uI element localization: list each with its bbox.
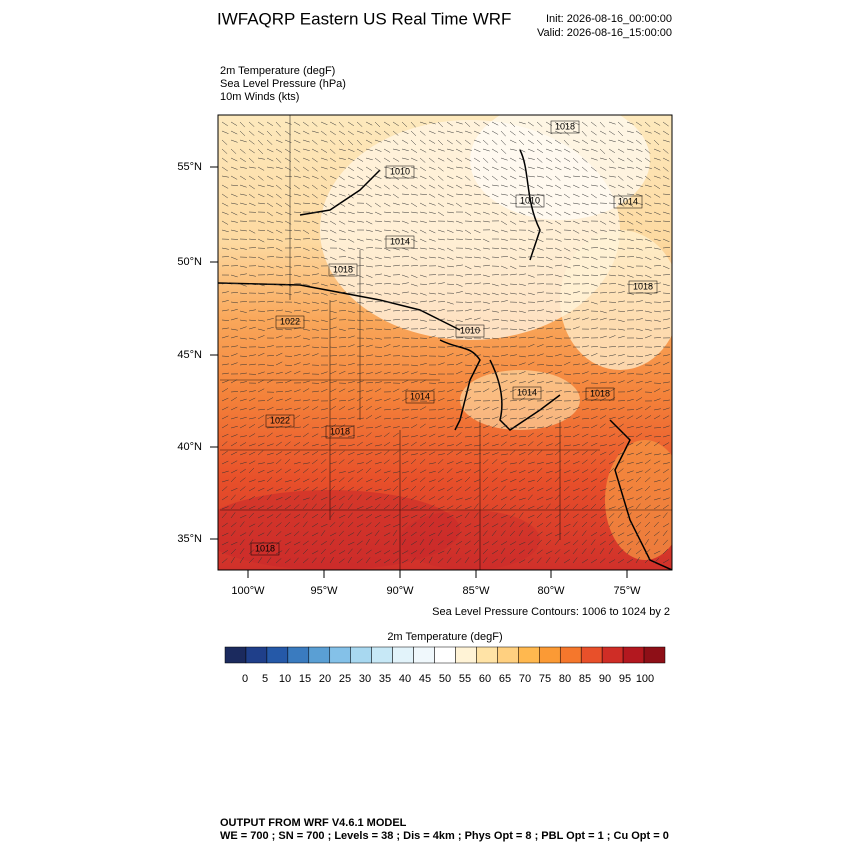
colorbar-swatch	[497, 647, 518, 663]
colorbar-tick-label: 20	[319, 673, 331, 685]
colorbar-tick-label: 90	[599, 673, 611, 685]
field-label: Sea Level Pressure (hPa)	[220, 78, 346, 90]
colorbar-swatch	[372, 647, 393, 663]
contour-label: 1010	[390, 166, 410, 176]
title: IWFAQRP Eastern US Real Time WRF	[217, 9, 511, 28]
colorbar-tick-label: 55	[459, 673, 471, 685]
colorbar-swatch	[414, 647, 435, 663]
lon-label: 100°W	[231, 585, 265, 597]
lon-label: 80°W	[537, 585, 565, 597]
map-field: 1010 1018 1010 1014 1014 1018 1018 1022 1010 1014…	[200, 100, 685, 570]
colorbar-swatch	[330, 647, 351, 663]
colorbar-tick-label: 80	[559, 673, 571, 685]
colorbar-swatch	[435, 647, 456, 663]
lat-label: 45°N	[177, 349, 202, 361]
colorbar-tick-label: 75	[539, 673, 551, 685]
colorbar-swatch	[644, 647, 665, 663]
colorbar-tick-label: 70	[519, 673, 531, 685]
colorbar-swatch	[288, 647, 309, 663]
colorbar-swatch	[351, 647, 372, 663]
contour-label: 1022	[270, 415, 290, 425]
contour-label: 1022	[280, 316, 300, 326]
footer-line: OUTPUT FROM WRF V4.6.1 MODEL	[220, 817, 407, 829]
colorbar-swatch	[225, 647, 246, 663]
lon-label: 85°W	[462, 585, 490, 597]
colorbar-swatch	[309, 647, 330, 663]
contour-label: 1014	[618, 196, 638, 206]
colorbar-tick-label: 0	[242, 673, 248, 685]
colorbar-swatch	[393, 647, 414, 663]
contour-label: 1014	[390, 236, 410, 246]
contour-label: 1018	[333, 264, 353, 274]
colorbar-swatch	[560, 647, 581, 663]
colorbar-tick-label: 10	[279, 673, 291, 685]
contour-label: 1018	[590, 388, 610, 398]
colorbar-swatch	[623, 647, 644, 663]
colorbar-tick-label: 50	[439, 673, 451, 685]
contour-label: 1014	[410, 391, 430, 401]
colorbar-tick-label: 45	[419, 673, 431, 685]
colorbar-tick-label: 30	[359, 673, 371, 685]
lon-label: 95°W	[310, 585, 338, 597]
lat-label: 35°N	[177, 533, 202, 545]
contour-label: 1010	[520, 195, 540, 205]
colorbar-title: 2m Temperature (degF)	[387, 631, 502, 643]
contour-label: 1010	[460, 325, 480, 335]
lon-label: 75°W	[613, 585, 641, 597]
contour-label: 1014	[517, 387, 537, 397]
contour-label: 1018	[633, 281, 653, 291]
colorbar-tick-label: 65	[499, 673, 511, 685]
colorbar-swatch	[539, 647, 560, 663]
contour-label: 1018	[555, 121, 575, 131]
field-label: 2m Temperature (degF)	[220, 65, 335, 77]
valid-time: Valid: 2026-08-16_15:00:00	[537, 27, 672, 39]
colorbar-tick-label: 100	[636, 673, 654, 685]
colorbar-tick-label: 40	[399, 673, 411, 685]
footer: OUTPUT FROM WRF V4.6.1 MODEL WE = 700 ; …	[220, 817, 669, 842]
colorbar-swatch	[267, 647, 288, 663]
colorbar-swatch	[455, 647, 476, 663]
lat-label: 55°N	[177, 161, 202, 173]
colorbar-tick-label: 15	[299, 673, 311, 685]
lon-label: 90°W	[386, 585, 414, 597]
contour-note: Sea Level Pressure Contours: 1006 to 102…	[432, 606, 670, 618]
colorbar-tick-label: 25	[339, 673, 351, 685]
colorbar-swatch	[246, 647, 267, 663]
lat-label: 50°N	[177, 256, 202, 268]
colorbar-tick-label: 35	[379, 673, 391, 685]
field-label: 10m Winds (kts)	[220, 91, 299, 103]
colorbar-swatch	[602, 647, 623, 663]
colorbar-tick-label: 60	[479, 673, 491, 685]
lat-label: 40°N	[177, 441, 202, 453]
colorbar-tick-label: 85	[579, 673, 591, 685]
footer-line: WE = 700 ; SN = 700 ; Levels = 38 ; Dis …	[220, 830, 669, 842]
init-time: Init: 2026-08-16_00:00:00	[546, 13, 672, 25]
colorbar-swatch	[518, 647, 539, 663]
colorbar-tick-label: 5	[262, 673, 268, 685]
colorbar-swatch	[476, 647, 497, 663]
colorbar-swatch	[581, 647, 602, 663]
contour-label: 1018	[330, 426, 350, 436]
colorbar-tick-label: 95	[619, 673, 631, 685]
contour-label: 1018	[255, 543, 275, 553]
